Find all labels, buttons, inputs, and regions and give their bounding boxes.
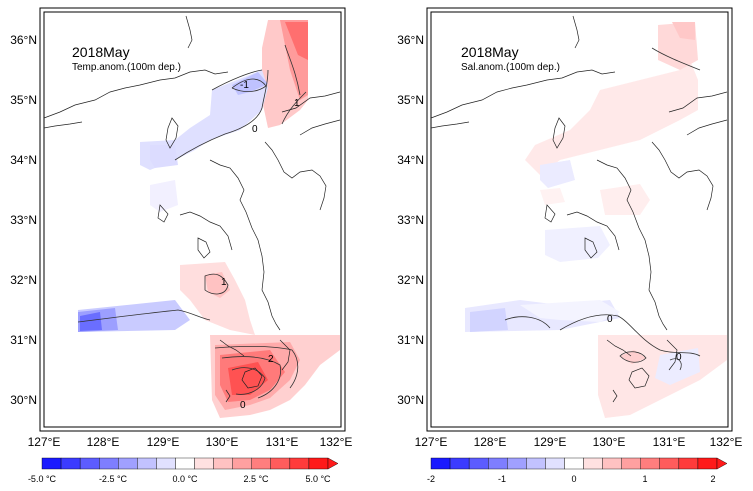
salinity-contours [504,47,701,371]
lat-tick-label: 34°N [397,153,424,167]
colorbar-swatch [449,457,470,470]
colorbar-swatch [488,457,508,470]
colorbar-swatch [564,457,584,470]
colorbar-swatch [602,457,622,470]
contour-label: 0 [252,124,258,135]
temperature-colorbar: -5.0 °C -2.5 °C 0.0 °C 2.5 °C 5.0 °C [28,457,339,484]
temperature-contour-labels: -1 0 1 1 2 0 [221,80,300,411]
colorbar-swatch [251,457,272,470]
colorbar-swatch [60,457,81,470]
salinity-contour-labels: 0 0 [607,314,682,363]
lon-tick-label: 129°E [147,435,180,449]
lon-tick-label: 130°E [206,435,239,449]
colorbar-label: -2 [427,474,435,484]
panel-title: 2018May [461,44,519,60]
colorbar-extension [716,457,728,470]
panel-subtitle: Temp.anom.(100m dep.) [72,62,181,73]
lat-tick-label: 31°N [397,333,424,347]
colorbar-swatch [621,457,641,470]
longitude-axis-right: 127°E 128°E 129°E 130°E 131°E 132°E [415,435,743,449]
colorbar-label: 2 [710,474,715,484]
lat-tick-label: 33°N [397,213,424,227]
colorbar-swatch [79,457,100,470]
colorbar-swatch [468,457,489,470]
latitude-axis-right: 36°N 35°N 34°N 33°N 32°N 31°N 30°N [397,33,424,407]
contour-label: 0 [607,314,613,325]
colorbar-label: -2.5 °C [99,474,128,484]
lon-tick-label: 132°E [710,435,743,449]
lon-tick-label: 131°E [266,435,299,449]
lat-tick-label: 33°N [10,213,37,227]
colorbar-swatch [697,457,718,470]
colorbar-label: 1 [642,474,647,484]
salinity-anomaly-field [465,22,727,418]
contour-label: 1 [294,98,300,109]
salinity-panel: 0 0 2018May Sal.anom.(100m dep.) 36°N 35… [397,7,743,484]
latitude-axis-left: 36°N 35°N 34°N 33°N 32°N 31°N 30°N [10,33,37,407]
colorbar-swatch [659,457,680,470]
lon-tick-label: 129°E [534,435,567,449]
colorbar-swatch [583,457,603,470]
colorbar-swatch [137,457,157,470]
colorbar-swatch [194,457,214,470]
colorbar-label: -5.0 °C [28,474,57,484]
lat-tick-label: 32°N [10,273,37,287]
colorbar-swatch [232,457,252,470]
contour-label: 1 [221,277,227,288]
lon-tick-label: 128°E [474,435,507,449]
lat-tick-label: 31°N [10,333,37,347]
lat-tick-label: 36°N [10,33,37,47]
colorbar-swatch [213,457,233,470]
lon-tick-label: 131°E [653,435,686,449]
panel-subtitle: Sal.anom.(100m dep.) [461,62,560,73]
colorbar-swatch [270,457,291,470]
panel-title: 2018May [72,44,130,60]
colorbar-label: 5.0 °C [305,474,331,484]
colorbar-swatch [678,457,699,470]
lat-tick-label: 32°N [397,273,424,287]
colorbar-label: 0.0 °C [172,474,198,484]
lon-tick-label: 132°E [320,435,353,449]
colorbar-swatch [545,457,565,470]
colorbar-swatch [308,457,329,470]
colorbar-label: -1 [498,474,506,484]
coastlines-right [430,15,728,403]
lat-tick-label: 34°N [10,153,37,167]
lon-tick-label: 127°E [415,435,448,449]
longitude-axis-left: 127°E 128°E 129°E 130°E 131°E 132°E [28,435,353,449]
colorbar-swatch [41,457,62,470]
colorbar-label: 2.5 °C [243,474,269,484]
lat-tick-label: 35°N [10,93,37,107]
lat-tick-label: 30°N [397,393,424,407]
colorbar-swatch [507,457,527,470]
lat-tick-label: 36°N [397,33,424,47]
colorbar-swatch [526,457,546,470]
lat-tick-label: 30°N [10,393,37,407]
colorbar-swatch [640,457,661,470]
temperature-contours [77,44,307,399]
colorbar-swatch [156,457,176,470]
lon-tick-label: 127°E [28,435,61,449]
colorbar-label: 0 [571,474,576,484]
contour-label: 0 [240,400,246,411]
lon-tick-label: 130°E [593,435,626,449]
colorbar-swatch [175,457,195,470]
contour-label: -1 [240,80,249,91]
temperature-panel: -1 0 1 1 2 0 2018May Temp.anom.(100m dep… [10,7,353,484]
contour-label: 2 [268,354,274,365]
lat-tick-label: 35°N [397,93,424,107]
lon-tick-label: 128°E [87,435,120,449]
colorbar-swatch [289,457,310,470]
colorbar-extension [327,457,339,470]
contour-label: 0 [676,352,682,363]
colorbar-swatch [118,457,138,470]
salinity-colorbar: -2 -1 0 1 2 [427,457,728,484]
colorbar-swatch [430,457,451,470]
coastlines-left [43,15,341,403]
colorbar-swatch [98,457,119,470]
